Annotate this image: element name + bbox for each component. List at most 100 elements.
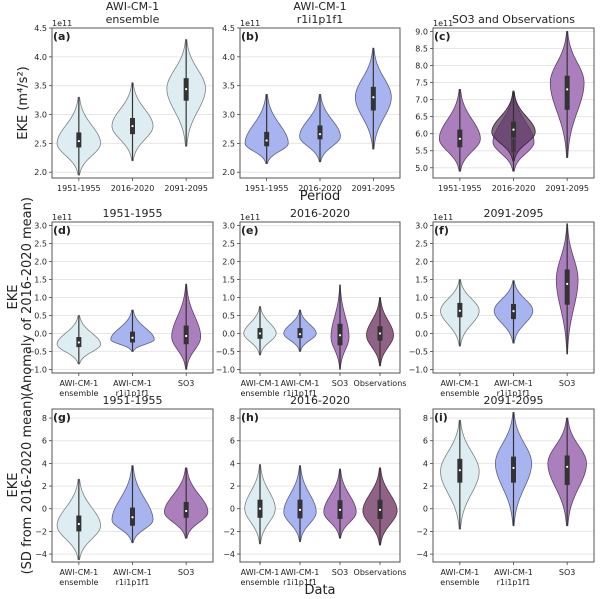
panel-title: AWI-CM-1 (106, 0, 159, 13)
violin-iqr-box (76, 132, 82, 148)
x-tick-label: 1951-1955 (57, 184, 101, 193)
y-tick-label: 4.0 (34, 53, 47, 62)
violin-median (512, 310, 515, 313)
violin-median (185, 88, 188, 91)
y-tick-label: 4 (423, 459, 428, 468)
panel-d: −1.0−0.50.00.51.01.52.02.53.0AWI-CM-1ens… (28, 207, 214, 398)
y-tick-label: −0.5 (28, 347, 47, 356)
offset-label: 1e11 (433, 213, 453, 222)
x-tick-label: AWI-CM-1 (281, 568, 320, 577)
y-tick-label: 3.5 (34, 82, 47, 91)
panel-title: r1i1p1f1 (297, 13, 343, 26)
violin-median (185, 334, 188, 338)
row3-ylabel-line2: (SD from 2016-2020 mean) (20, 396, 35, 575)
x-tick-label: AWI-CM-1 (60, 379, 99, 388)
y-tick-label: −2 (35, 527, 47, 536)
y-tick-label: 6 (230, 437, 235, 446)
y-tick-label: 0 (230, 505, 235, 514)
panel-title: ensemble (106, 13, 160, 26)
y-tick-label: 0.5 (34, 311, 47, 320)
y-tick-label: 6.0 (415, 130, 428, 139)
offset-label: 1e11 (240, 19, 260, 28)
violin-median (258, 507, 262, 510)
violin-median (77, 522, 80, 526)
violin-median (258, 332, 262, 335)
y-tick-label: 0.0 (222, 329, 235, 338)
y-tick-label: 2 (230, 482, 235, 491)
y-tick-label: −1.0 (28, 365, 47, 374)
violin-median (338, 508, 342, 511)
violin-median (338, 334, 342, 337)
panel-letter: (g) (53, 411, 71, 424)
y-tick-label: 1.0 (222, 294, 235, 303)
violin-iqr-box (264, 131, 270, 147)
x-tick-label: AWI-CM-1 (441, 568, 480, 577)
y-tick-label: −2 (223, 527, 235, 536)
panel-g: −4−202468AWI-CM-1ensembleAWI-CM-1r1i1p1f… (35, 394, 214, 587)
panel-title: 2091-2095 (484, 207, 544, 220)
y-tick-label: 4.5 (222, 24, 235, 33)
y-tick-label: 1.0 (415, 294, 428, 303)
x-tick-label: 2091-2095 (545, 184, 589, 193)
x-tick-label: SO3 (178, 379, 194, 388)
y-tick-label: 4 (42, 459, 47, 468)
violin-iqr-box (183, 501, 189, 518)
x-tick-label: r1i1p1f1 (283, 389, 317, 398)
row2-ylabel-line1: EKE (6, 285, 21, 310)
panel-title: SO3 and Observations (452, 13, 575, 26)
y-tick-label: 3.0 (34, 222, 47, 231)
panel-i: −4−202468AWI-CM-1ensembleAWI-CM-1r1i1p1f… (416, 394, 595, 587)
y-tick-label: 6.5 (415, 113, 428, 122)
violin-median (185, 509, 188, 513)
row3-ylabel-line1: EKE (6, 473, 21, 498)
panel-a: 2.0 2.5 3.0 3.5 4.0 4.5 1951-1955 2016-2020 2091… (34, 0, 214, 193)
y-tick-label: 2.0 (415, 258, 428, 267)
violin-median (566, 88, 569, 91)
x-tick-label: r1i1p1f1 (116, 389, 150, 398)
y-tick-label: 2.5 (34, 240, 47, 249)
x-tick-label: SO3 (559, 379, 575, 388)
violin-median (566, 282, 569, 285)
y-tick-label: 2.5 (415, 240, 428, 249)
offset-label: 1e11 (52, 19, 72, 28)
x-tick-label: 2016-2020 (298, 184, 342, 193)
x-tick-label: SO3 (332, 379, 348, 388)
y-tick-label: −0.5 (216, 347, 235, 356)
panel-c: 5.0 5.5 6.0 6.5 7.0 7.5 8.0 8.5 9.0 1951-1955 2016… (415, 13, 595, 193)
violin-iqr-box (317, 125, 323, 140)
panel-title: 2016-2020 (290, 394, 350, 407)
x-tick-label: AWI-CM-1 (113, 379, 152, 388)
y-tick-label: 0.5 (222, 311, 235, 320)
violin-iqr-box (370, 86, 376, 111)
y-tick-label: 1.5 (34, 276, 47, 285)
x-tick-label: ensemble (59, 578, 98, 587)
violin-iqr-box (511, 456, 516, 483)
panel-letter: (c) (434, 30, 451, 43)
y-tick-label: 5.5 (415, 147, 428, 156)
x-tick-label: ensemble (440, 389, 479, 398)
violin-median (298, 508, 302, 511)
y-tick-label: 2.0 (34, 168, 47, 177)
row1-ylabel: EKE (m⁴/s²) (16, 66, 31, 139)
y-tick-label: 9.0 (415, 27, 428, 36)
violin-median (77, 139, 80, 143)
x-tick-label: r1i1p1f1 (497, 578, 531, 587)
y-tick-label: 1.5 (222, 276, 235, 285)
violin-median (318, 133, 322, 136)
y-tick-label: −4 (35, 550, 47, 559)
y-tick-label: 8 (423, 414, 428, 423)
x-tick-label: Observations (354, 568, 407, 577)
violin-median (512, 466, 515, 470)
row2-ylabel-line2: (Anomaly of 2016-2020 mean) (20, 197, 35, 397)
violin-median (131, 516, 134, 519)
violin-median (378, 508, 382, 511)
violin-iqr-box (564, 75, 570, 110)
panel-letter: (a) (53, 30, 70, 43)
y-tick-label: 6 (423, 437, 428, 446)
y-tick-label: 2.0 (222, 168, 235, 177)
panel-letter: (f) (434, 224, 449, 237)
violin-median (566, 465, 569, 468)
y-tick-label: 0 (423, 505, 428, 514)
y-tick-label: 0.0 (415, 329, 428, 338)
x-tick-label: AWI-CM-1 (60, 568, 99, 577)
